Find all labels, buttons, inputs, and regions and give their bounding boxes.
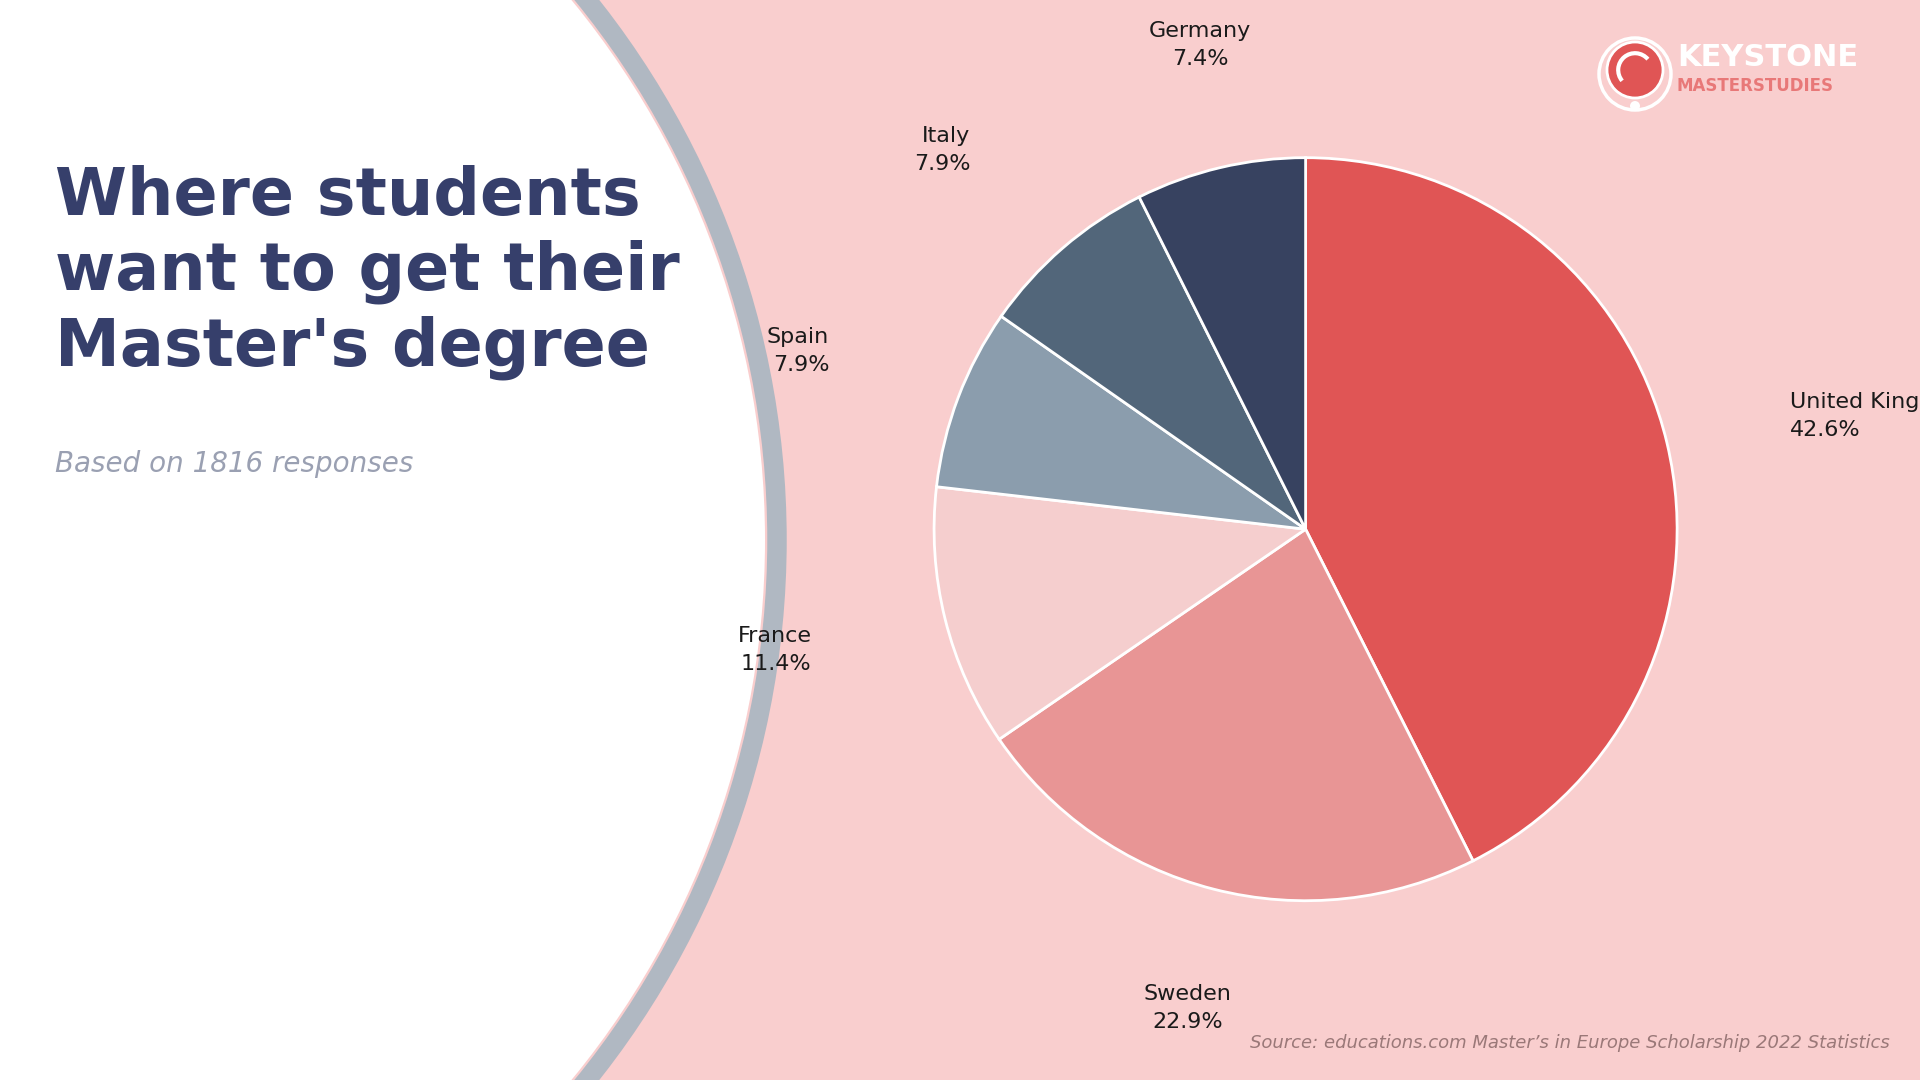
Text: United Kingdom
42.6%: United Kingdom 42.6% <box>1789 392 1920 440</box>
Wedge shape <box>1306 158 1676 861</box>
Text: KEYSTONE: KEYSTONE <box>1676 43 1859 72</box>
Text: Sweden
22.9%: Sweden 22.9% <box>1144 984 1231 1032</box>
Text: Source: educations.com Master’s in Europe Scholarship 2022 Statistics: Source: educations.com Master’s in Europ… <box>1250 1034 1889 1052</box>
Circle shape <box>474 0 1836 1080</box>
Wedge shape <box>935 487 1306 740</box>
Wedge shape <box>1139 158 1306 529</box>
Wedge shape <box>937 316 1306 529</box>
Bar <box>0 0 530 1080</box>
Text: Spain
7.9%: Spain 7.9% <box>766 327 829 376</box>
Circle shape <box>0 0 764 1080</box>
Text: Italy
7.9%: Italy 7.9% <box>914 125 970 174</box>
Text: Germany
7.4%: Germany 7.4% <box>1148 21 1252 68</box>
Text: MASTERSTUDIES: MASTERSTUDIES <box>1676 77 1834 95</box>
Text: France
11.4%: France 11.4% <box>737 626 812 674</box>
Text: Based on 1816 responses: Based on 1816 responses <box>56 450 413 478</box>
Wedge shape <box>998 529 1473 901</box>
Circle shape <box>1630 102 1640 111</box>
Wedge shape <box>1000 197 1306 529</box>
Circle shape <box>1607 42 1663 98</box>
Text: Where students
want to get their
Master's degree: Where students want to get their Master'… <box>56 165 680 380</box>
